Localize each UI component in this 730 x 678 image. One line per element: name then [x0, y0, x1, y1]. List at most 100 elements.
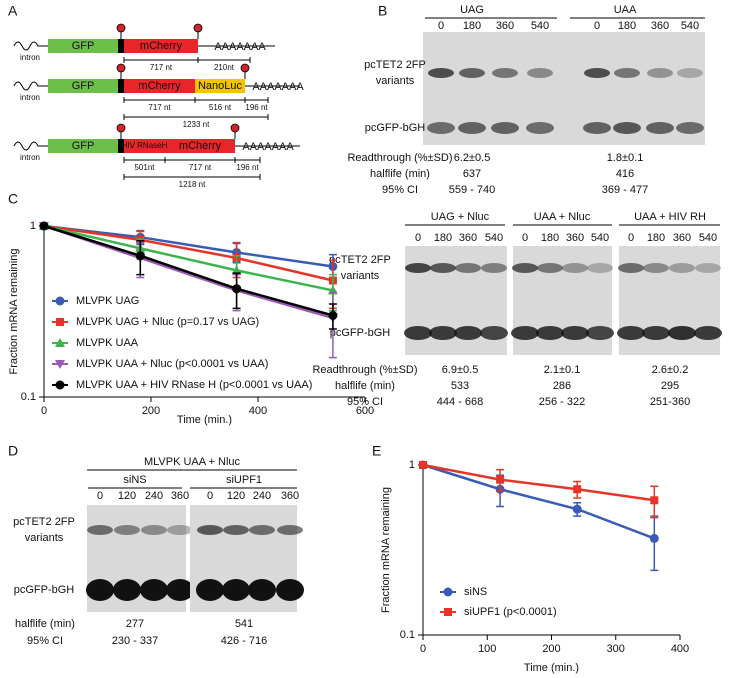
label: 180: [647, 232, 665, 244]
marker: [419, 461, 427, 469]
y-axis-label: Fraction mRNA remaining: [380, 487, 392, 613]
label: 210nt: [214, 63, 235, 72]
y-tick-label: 0.1: [400, 629, 415, 641]
legend-marker: [55, 360, 65, 369]
gel-band: [455, 263, 481, 273]
y-tick-label: 1: [30, 220, 36, 232]
gel-band: [429, 326, 457, 340]
gel-band: [491, 122, 519, 134]
label: intron: [20, 153, 40, 162]
legend-label: MLVPK UAG + Nluc (p=0.17 vs UAG): [76, 316, 259, 328]
gel-band: [166, 579, 194, 601]
segment: [124, 39, 198, 53]
legend-label: MLVPK UAA: [76, 337, 139, 349]
label: 0: [522, 232, 528, 244]
gel-band: [646, 122, 674, 134]
legend-label: siUPF1 (p<0.0001): [464, 606, 557, 618]
label: pcGFP-bGH: [365, 122, 426, 134]
legend-label: MLVPK UAA + HIV RNase H (p<0.0001 vs UAA…: [76, 379, 312, 391]
legend-marker: [56, 318, 64, 326]
label: 95% CI: [27, 635, 63, 647]
gel-band: [87, 525, 113, 535]
legend-marker: [55, 296, 65, 306]
label: AAAAAAA: [252, 81, 304, 93]
legend-marker: [55, 380, 65, 390]
label: 501nt: [134, 163, 155, 172]
label: siNS: [123, 474, 146, 486]
gel-band: [617, 326, 645, 340]
gel-band: [586, 326, 614, 340]
stop-codon: [193, 23, 203, 33]
label: 180: [618, 20, 636, 32]
label: 516 nt: [209, 103, 232, 112]
segment: [48, 39, 118, 53]
x-tick-label: 400: [671, 643, 689, 655]
legend-marker: [55, 338, 65, 347]
gel-band: [113, 579, 141, 601]
gel-band: [430, 263, 456, 273]
label: intron: [20, 53, 40, 62]
label: MLVPK UAA + Nluc: [144, 456, 241, 468]
stop-block: [118, 79, 124, 93]
label: 0: [415, 232, 421, 244]
legend-label: MLVPK UAA + Nluc (p<0.0001 vs UAA): [76, 358, 268, 370]
panel-label: B: [378, 3, 387, 19]
gel-band: [642, 326, 670, 340]
gel-band: [222, 579, 250, 601]
label: pcTET2 2FP: [329, 254, 391, 266]
gel-band: [167, 525, 193, 535]
marker: [328, 310, 338, 320]
label: AAAAAAA: [214, 41, 266, 53]
label: 256 - 322: [539, 396, 585, 408]
label: AAAAAAA: [242, 141, 294, 153]
label: 1.8±0.1: [607, 152, 644, 164]
y-axis-label: Fraction mRNA remaining: [8, 249, 20, 375]
x-tick-label: 200: [142, 405, 160, 417]
label: 360: [566, 232, 584, 244]
marker: [650, 496, 659, 505]
series-line: [43, 224, 334, 317]
stop-codon: [116, 123, 126, 133]
label: 360: [171, 490, 189, 502]
label: halflife (min): [15, 618, 75, 630]
label: mCherry: [138, 80, 181, 92]
label: 0: [207, 490, 213, 502]
label: 360: [651, 20, 669, 32]
legend-label: siNS: [464, 586, 487, 598]
stop-block: [118, 39, 124, 53]
label: 120: [118, 490, 136, 502]
gel-band: [428, 68, 454, 78]
gel-band: [526, 122, 554, 134]
label: mCherry: [140, 40, 183, 52]
label: pcTET2 2FP: [364, 59, 426, 71]
x-tick-label: 0: [420, 643, 426, 655]
label: 541: [235, 618, 253, 630]
gel-band: [695, 263, 721, 273]
label: 0: [628, 232, 634, 244]
label: halflife (min): [370, 168, 430, 180]
error-bar: [650, 515, 659, 572]
legend-marker: [444, 608, 452, 616]
label: 1233 nt: [183, 120, 210, 129]
gel-band: [584, 68, 610, 78]
x-axis-label: Time (min.): [177, 414, 232, 426]
gel-band: [647, 68, 673, 78]
gel-band: [668, 326, 696, 340]
label: variants: [25, 532, 64, 544]
stop-codon: [116, 63, 126, 73]
marker: [39, 221, 49, 231]
series-line: [43, 224, 334, 268]
x-tick-label: 100: [478, 643, 496, 655]
stop-codon: [116, 23, 126, 33]
gel-band: [536, 326, 564, 340]
label: variants: [376, 75, 415, 87]
label: 251-360: [650, 396, 690, 408]
y-tick-label: 0.1: [21, 391, 36, 403]
stop-codon: [230, 123, 240, 133]
label: UAA + HIV RH: [634, 211, 706, 223]
gel-band: [583, 122, 611, 134]
label: 6.2±0.5: [454, 152, 491, 164]
segment: [124, 139, 165, 153]
label: 540: [699, 232, 717, 244]
